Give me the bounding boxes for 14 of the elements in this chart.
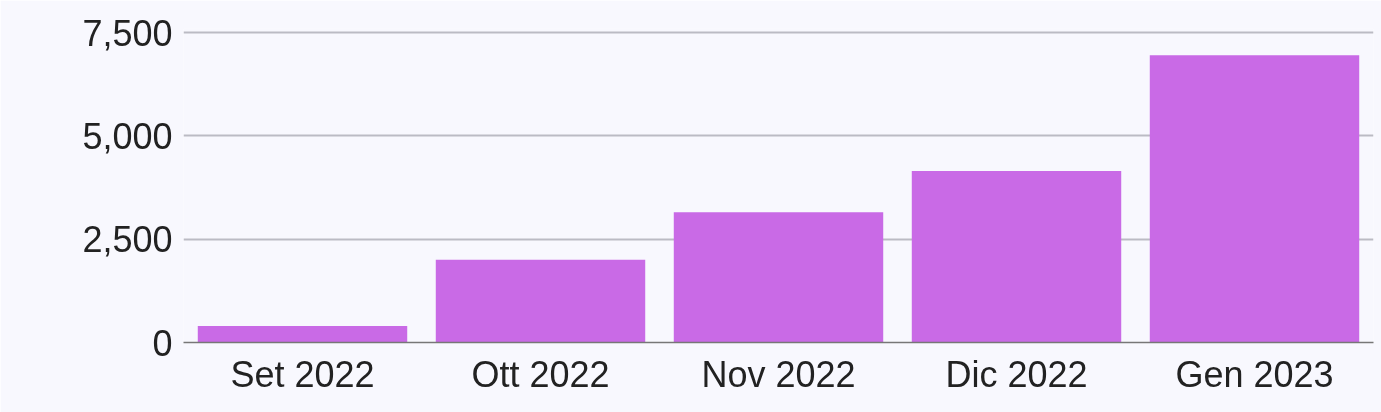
bar: [911, 171, 1122, 343]
y-tick-label: 5,000: [82, 115, 173, 157]
x-tick-label: Set 2022: [230, 353, 375, 395]
x-tick-label: Nov 2022: [701, 353, 856, 395]
bar: [197, 325, 408, 343]
y-tick-label: 7,500: [82, 12, 173, 54]
bar: [673, 212, 884, 343]
x-tick-label: Gen 2023: [1175, 353, 1334, 395]
bar: [435, 259, 646, 343]
y-tick-label: 0: [152, 322, 173, 364]
y-tick-label: 2,500: [82, 219, 173, 261]
bar: [1149, 55, 1360, 343]
x-tick-label: Ott 2022: [471, 353, 610, 395]
x-tick-label: Dic 2022: [945, 353, 1088, 395]
